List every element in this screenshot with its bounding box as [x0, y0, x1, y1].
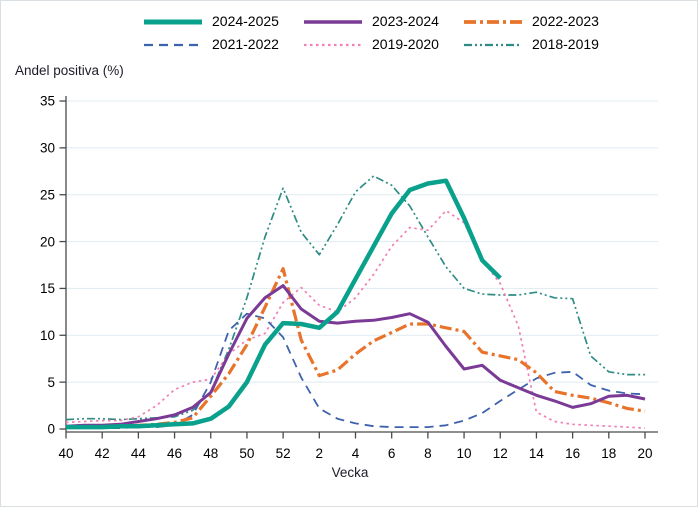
- series-line-2021-2022: [66, 312, 646, 429]
- x-axis-tick-label: 48: [203, 446, 218, 461]
- x-axis-tick-label: 46: [167, 446, 182, 461]
- legend-label: 2018-2019: [532, 36, 599, 52]
- y-axis-tick-label: 35: [40, 94, 55, 109]
- x-axis-tick-label: 2: [316, 446, 324, 461]
- legend-label: 2022-2023: [532, 13, 599, 29]
- x-axis-tick-label: 18: [601, 446, 616, 461]
- y-axis-tick-label: 30: [40, 141, 55, 156]
- y-axis-tick-label: 10: [40, 328, 55, 343]
- x-axis-tick-label: 4: [352, 446, 360, 461]
- legend-swatch-2024-2025: [144, 19, 202, 25]
- legend-swatch-2021-2022: [144, 43, 202, 47]
- x-axis-title: Vecka: [331, 465, 369, 480]
- legend-label: 2021-2022: [212, 36, 279, 52]
- legend-label: 2019-2020: [372, 36, 439, 52]
- x-axis-tick-label: 42: [95, 446, 110, 461]
- legend-label: 2024-2025: [212, 13, 279, 29]
- legend-swatch-2023-2024: [304, 20, 362, 24]
- x-axis-tick-label: 50: [239, 446, 254, 461]
- x-axis-tick-label: 10: [457, 446, 472, 461]
- legend-swatch-2019-2020: [304, 43, 362, 47]
- x-axis-tick-label: 44: [131, 446, 147, 461]
- x-axis-tick-label: 40: [58, 446, 73, 461]
- y-axis-tick-label: 5: [47, 375, 55, 390]
- x-axis-tick-label: 16: [565, 446, 580, 461]
- x-axis-tick-label: 6: [388, 446, 396, 461]
- x-axis-tick-label: 8: [424, 446, 432, 461]
- y-axis-tick-label: 20: [40, 234, 55, 249]
- x-axis-tick-label: 12: [493, 446, 508, 461]
- legend-swatch-2018-2019: [464, 43, 522, 47]
- y-axis-tick-label: 15: [40, 281, 55, 296]
- legend-label: 2023-2024: [372, 13, 439, 29]
- y-axis-title: Andel positiva (%): [15, 63, 124, 78]
- legend-swatch-2022-2023: [464, 20, 522, 24]
- y-axis-tick-label: 0: [47, 422, 55, 437]
- x-axis-tick-label: 52: [276, 446, 291, 461]
- series-line-2019-2020: [65, 209, 646, 429]
- x-axis-tick-label: 20: [637, 446, 652, 461]
- series-line-2024-2025: [66, 178, 502, 430]
- x-axis-tick-label: 14: [529, 446, 545, 461]
- series-line-2023-2024: [65, 284, 646, 428]
- y-axis-tick-label: 25: [40, 187, 55, 202]
